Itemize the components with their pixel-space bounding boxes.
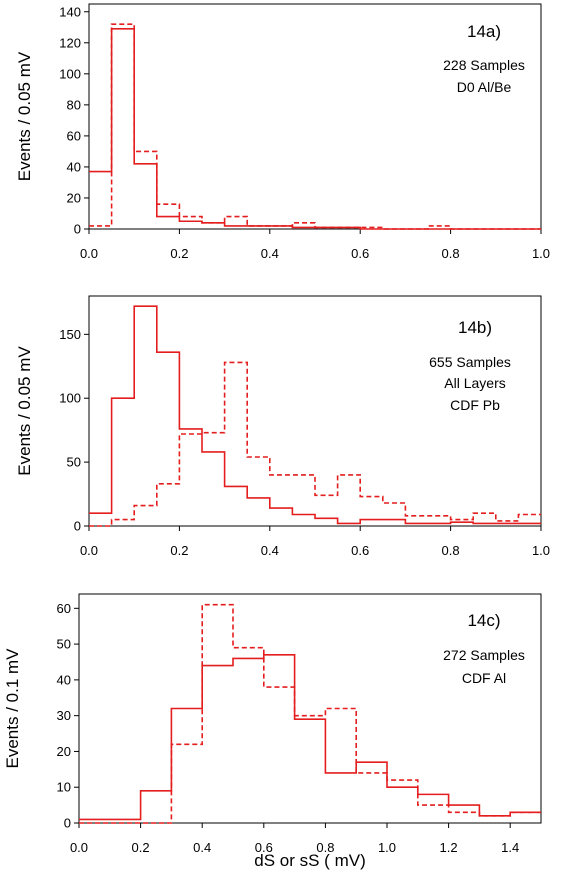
annotation-text: 655 Samples <box>429 354 511 370</box>
y-axis-label: Events / 0.05 mV <box>15 346 34 476</box>
x-tick-label: 0.0 <box>70 840 88 855</box>
plot-frame <box>78 593 542 824</box>
series-dashed-histogram <box>89 361 541 527</box>
series-solid-histogram <box>79 654 541 821</box>
series-solid-histogram <box>89 305 541 525</box>
x-tick-label: 0.8 <box>442 246 460 261</box>
x-tick-label: 0.6 <box>255 840 273 855</box>
panel-label: 14b) <box>458 318 492 337</box>
annotation-text: 228 Samples <box>443 57 525 73</box>
y-tick-label: 100 <box>59 391 81 406</box>
y-tick-label: 20 <box>67 190 81 205</box>
y-tick-label: 30 <box>57 708 71 723</box>
y-tick-label: 60 <box>67 128 81 143</box>
y-tick-label: 40 <box>67 159 81 174</box>
annotation-text: CDF Al <box>462 670 506 686</box>
x-tick-label: 0.6 <box>351 246 369 261</box>
y-tick-label: 0 <box>74 519 81 534</box>
y-tick-label: 50 <box>57 637 71 652</box>
y-axis-label: Events / 0.05 mV <box>15 51 34 181</box>
x-tick-label: 0.4 <box>261 246 279 261</box>
x-tick-label: 1.0 <box>532 246 550 261</box>
series-dashed-histogram <box>89 23 541 230</box>
annotation-text: 272 Samples <box>443 647 525 663</box>
panel-label: 14a) <box>467 22 501 41</box>
panel-2: 0 50 100 150 0.0 0.2 0.4 0.6 0.8 1.0 Events / 0.05… <box>15 295 550 558</box>
y-axis-label: Events / 0.1 mV <box>3 648 22 769</box>
panel-3: 0 10 20 30 40 50 60 0.0 0.2 0.4 0.6 0.8 1.0 1.2 1.4 Eve… <box>3 593 542 870</box>
x-tick-label: 1.4 <box>501 840 519 855</box>
y-tick-label: 10 <box>57 780 71 795</box>
x-tick-label: 0.2 <box>132 840 150 855</box>
y-tick-label: 0 <box>74 222 81 237</box>
series-dashed-histogram <box>79 603 541 824</box>
x-tick-label: 0.0 <box>80 246 98 261</box>
annotation-text: D0 Al/Be <box>457 79 512 95</box>
y-tick-label: 60 <box>57 601 71 616</box>
y-tick-label: 0 <box>64 816 71 831</box>
x-axis-label: dS or sS ( mV) <box>254 851 365 870</box>
x-tick-label: 0.4 <box>261 543 279 558</box>
y-tick-label: 80 <box>67 97 81 112</box>
y-tick-label: 100 <box>59 66 81 81</box>
y-tick-label: 120 <box>59 35 81 50</box>
annotation-text: All Layers <box>444 375 505 391</box>
x-tick-label: 0.8 <box>316 840 334 855</box>
y-tick-label: 20 <box>57 744 71 759</box>
x-tick-label: 0.2 <box>170 543 188 558</box>
annotation-text: CDF Pb <box>450 397 500 413</box>
x-tick-label: 1.2 <box>440 840 458 855</box>
y-tick-label: 140 <box>59 4 81 19</box>
x-tick-label: 1.0 <box>378 840 396 855</box>
x-tick-label: 0.6 <box>351 543 369 558</box>
x-tick-label: 0.0 <box>80 543 98 558</box>
x-tick-label: 0.2 <box>170 246 188 261</box>
panel-label: 14c) <box>467 611 500 630</box>
x-tick-label: 0.4 <box>193 840 211 855</box>
plot-frame <box>88 3 542 230</box>
plot-frame <box>88 295 542 527</box>
x-tick-label: 1.0 <box>532 543 550 558</box>
y-tick-label: 50 <box>67 455 81 470</box>
x-tick-label: 0.8 <box>442 543 460 558</box>
panel-1: 0 20 40 60 80 100 120 140 0.0 0.2 0.4 0.6 0.8 1.0 Even… <box>15 3 550 261</box>
y-tick-label: 40 <box>57 672 71 687</box>
y-tick-label: 150 <box>59 327 81 342</box>
